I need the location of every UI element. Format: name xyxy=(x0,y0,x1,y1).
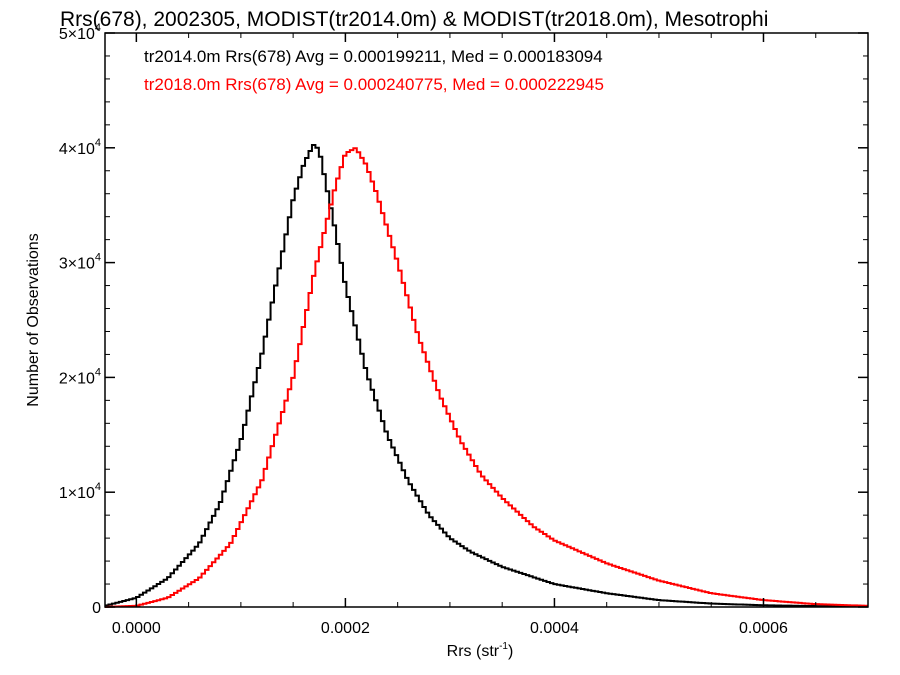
x-axis-label-close: ) xyxy=(508,643,513,660)
chart-title: Rrs(678), 2002305, MODIST(tr2014.0m) & M… xyxy=(60,8,768,31)
y-axis-ticks: 0 1×104 2×104 3×104 4×104 5×104 xyxy=(59,22,868,617)
x-tick-label: 0.0000 xyxy=(112,620,161,637)
x-tick-label: 0.0004 xyxy=(530,620,579,637)
y-tick-label: 2×104 xyxy=(59,366,101,387)
series-lines xyxy=(105,144,869,608)
y-tick-label: 1×104 xyxy=(59,481,101,502)
x-tick-label: 0.0002 xyxy=(321,620,370,637)
series-line-red xyxy=(105,147,869,608)
y-tick-label: 3×104 xyxy=(59,252,101,273)
x-tick-label: 0.0006 xyxy=(739,620,788,637)
y-tick-label: 4×104 xyxy=(59,137,101,158)
legend-stat-red: tr2018.0m Rrs(678) Avg = 0.000240775, Me… xyxy=(144,75,604,94)
x-axis-ticks: 0.0000 0.0002 0.0004 0.0006 xyxy=(112,33,869,637)
x-axis-label-base: Rrs (str xyxy=(447,643,500,660)
x-axis-label-sup: -1 xyxy=(499,641,508,652)
x-axis-label: Rrs (str-1) xyxy=(447,641,514,660)
y-tick-label: 0 xyxy=(92,600,101,617)
series-line-black xyxy=(105,144,869,608)
plot-frame xyxy=(104,32,869,608)
plot-area: 0.0000 0.0002 0.0004 0.0006 0 1×104 2×104 3×10… xyxy=(59,22,869,637)
y-axis-label: Number of Observations xyxy=(25,233,42,406)
legend-stat-black: tr2014.0m Rrs(678) Avg = 0.000199211, Me… xyxy=(144,47,603,66)
y-tick-label: 5×104 xyxy=(59,22,101,43)
